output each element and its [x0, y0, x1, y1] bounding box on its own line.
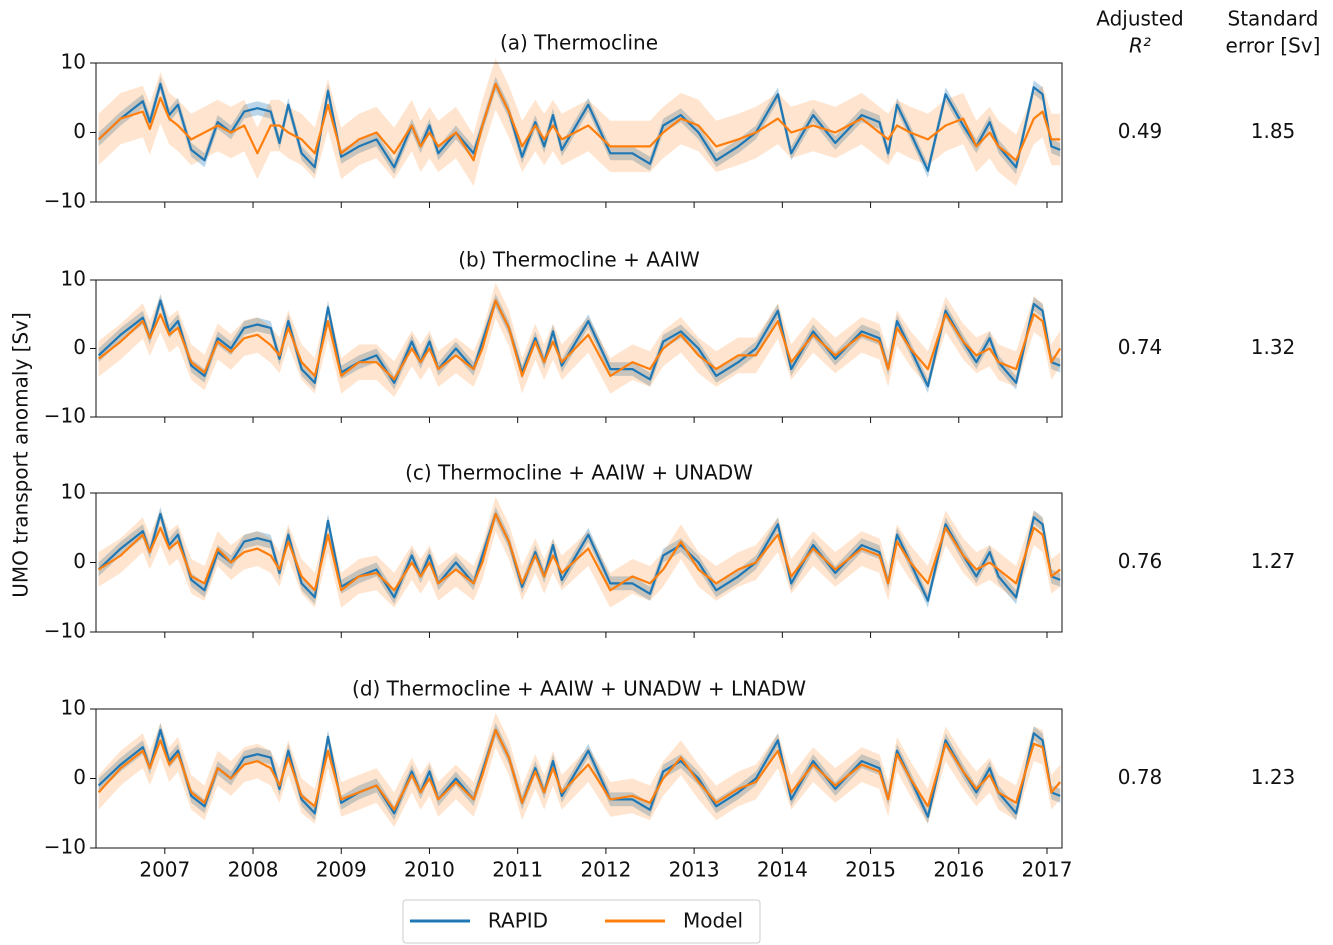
x-tick-label: 2016: [933, 858, 984, 882]
adjusted-r2: 0.49: [1118, 119, 1163, 143]
standard-error: 1.23: [1251, 765, 1296, 789]
y-tick-label: 10: [61, 50, 86, 74]
uncertainty-band: [98, 712, 1061, 828]
x-tick-label: 2014: [757, 858, 808, 882]
x-tick-label: 2007: [139, 858, 190, 882]
series-line: [98, 512, 1061, 592]
series-line: [97, 299, 1062, 381]
x-tick-label: 2008: [228, 858, 279, 882]
adjusted-r2: 0.76: [1118, 549, 1163, 573]
panel-title: (d) Thermocline + AAIW + UNADW + LNADW: [352, 677, 806, 701]
y-tick-label: 0: [73, 549, 86, 573]
y-tick-label: 10: [61, 696, 86, 720]
adjusted-r2: 0.78: [1118, 765, 1163, 789]
y-axis-label: UMO transport anomaly [Sv]: [9, 312, 33, 598]
stat-header: R²: [1129, 34, 1151, 58]
x-tick-label: 2009: [316, 858, 367, 882]
series-line: [97, 728, 1062, 811]
x-tick-label: 2013: [669, 858, 720, 882]
series-line: [97, 82, 1061, 162]
y-tick-label: 10: [61, 480, 86, 504]
x-tick-label: 2012: [580, 858, 631, 882]
y-tick-label: 10: [61, 267, 86, 291]
y-tick-label: −10: [44, 189, 86, 213]
panel-title: (a) Thermocline: [500, 31, 658, 55]
y-tick-label: 0: [73, 119, 86, 143]
x-tick-label: 2017: [1022, 858, 1073, 882]
x-tick-label: 2011: [492, 858, 543, 882]
x-tick-label: 2010: [404, 858, 455, 882]
legend-box: [402, 899, 761, 944]
standard-error: 1.85: [1251, 119, 1296, 143]
legend-label: Model: [683, 909, 743, 933]
stat-header: Adjusted: [1096, 7, 1184, 31]
y-tick-label: 0: [73, 335, 86, 359]
standard-error: 1.27: [1251, 549, 1296, 573]
y-tick-label: −10: [44, 404, 86, 428]
panel-title: (c) Thermocline + AAIW + UNADW: [405, 461, 753, 485]
uncertainty-band: [98, 722, 1061, 824]
y-tick-label: 0: [73, 765, 86, 789]
stat-header: Standard: [1228, 7, 1319, 31]
legend-label: RAPID: [488, 909, 548, 933]
y-tick-label: −10: [44, 835, 86, 859]
adjusted-r2: 0.74: [1118, 335, 1163, 359]
x-tick-label: 2015: [845, 858, 896, 882]
stat-header: error [Sv]: [1226, 34, 1321, 58]
uncertainty-band: [98, 76, 1061, 178]
y-tick-label: −10: [44, 619, 86, 643]
standard-error: 1.32: [1251, 335, 1296, 359]
panel-title: (b) Thermocline + AAIW: [458, 248, 700, 272]
